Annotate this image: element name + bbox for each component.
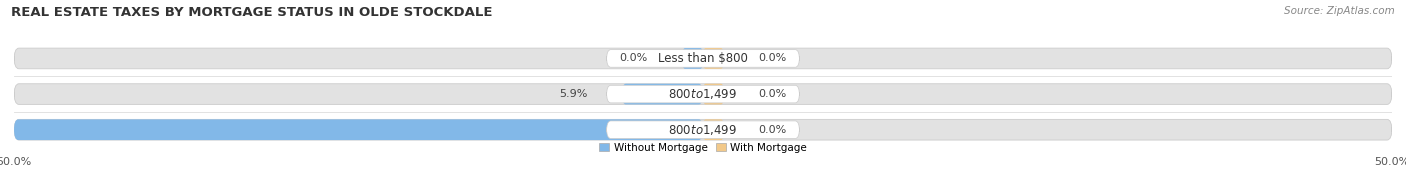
- FancyBboxPatch shape: [621, 84, 703, 104]
- Text: 0.0%: 0.0%: [758, 89, 786, 99]
- FancyBboxPatch shape: [606, 85, 800, 103]
- FancyBboxPatch shape: [703, 119, 724, 140]
- FancyBboxPatch shape: [14, 119, 1392, 140]
- FancyBboxPatch shape: [606, 121, 800, 139]
- FancyBboxPatch shape: [703, 48, 724, 69]
- FancyBboxPatch shape: [14, 119, 703, 140]
- Text: Less than $800: Less than $800: [658, 52, 748, 65]
- FancyBboxPatch shape: [703, 84, 724, 104]
- FancyBboxPatch shape: [606, 50, 800, 67]
- Legend: Without Mortgage, With Mortgage: Without Mortgage, With Mortgage: [595, 139, 811, 157]
- Text: 0.0%: 0.0%: [758, 125, 786, 135]
- FancyBboxPatch shape: [682, 48, 703, 69]
- Text: 0.0%: 0.0%: [620, 54, 648, 64]
- FancyBboxPatch shape: [14, 48, 1392, 69]
- FancyBboxPatch shape: [14, 84, 1392, 104]
- Text: $800 to $1,499: $800 to $1,499: [668, 123, 738, 137]
- Text: REAL ESTATE TAXES BY MORTGAGE STATUS IN OLDE STOCKDALE: REAL ESTATE TAXES BY MORTGAGE STATUS IN …: [11, 6, 492, 19]
- Text: 5.9%: 5.9%: [558, 89, 588, 99]
- Text: Source: ZipAtlas.com: Source: ZipAtlas.com: [1284, 6, 1395, 16]
- Text: $800 to $1,499: $800 to $1,499: [668, 87, 738, 101]
- Text: 0.0%: 0.0%: [758, 54, 786, 64]
